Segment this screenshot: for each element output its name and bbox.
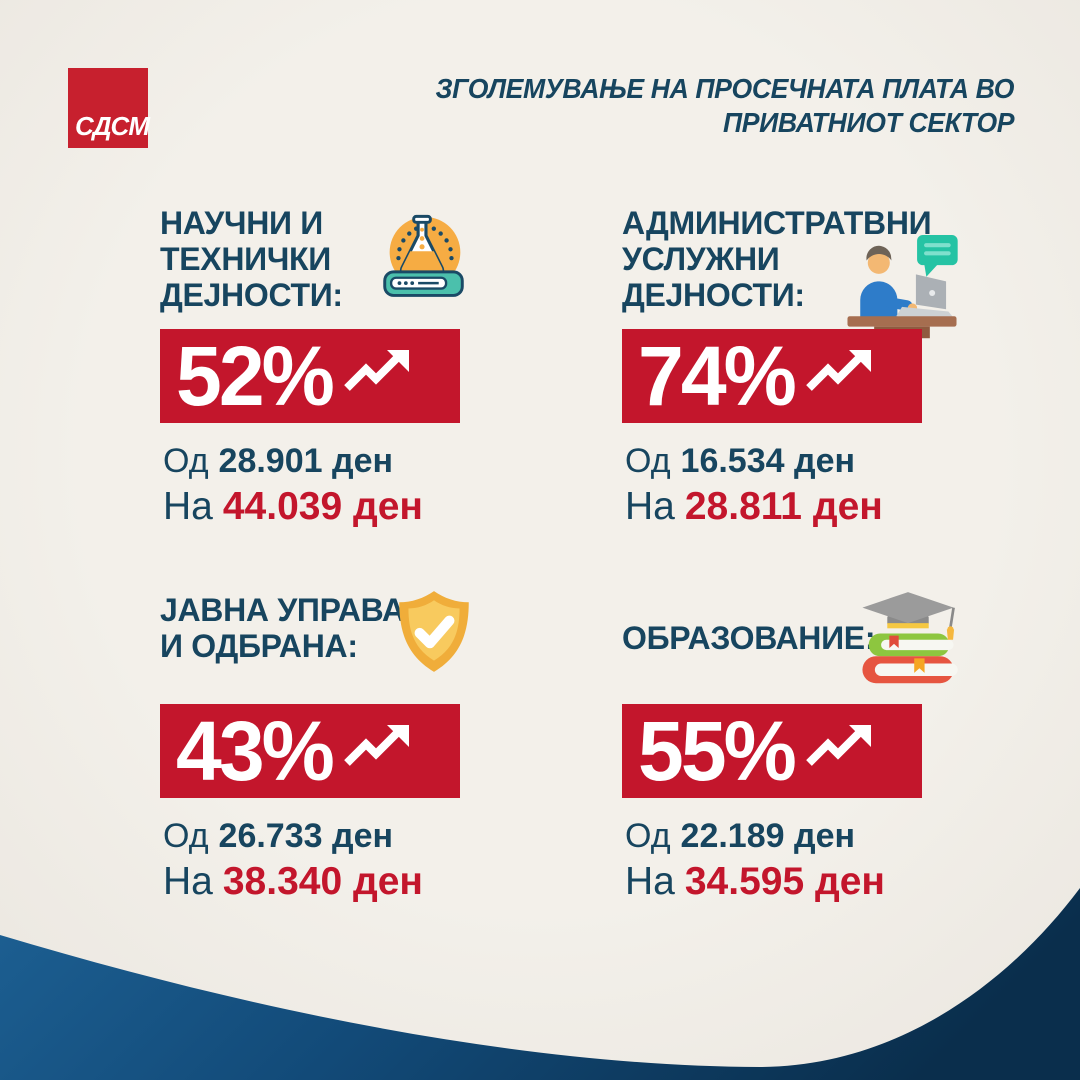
sector-card-public-administration: ЈАВНА УПРАВА И ОДБРАНА: 43% Од 26.733 ден…	[160, 591, 504, 932]
shield-check-icon	[399, 591, 469, 672]
page-title-line1: ЗГОЛЕМУВАЊЕ НА ПРОСЕЧНАТА ПЛАТА ВО	[435, 73, 1014, 104]
salary-to: На 44.039 ден	[163, 484, 423, 528]
salary-from: Од 26.733 ден	[163, 817, 394, 855]
percent-badge: 55%	[622, 704, 922, 798]
salary-from: Од 22.189 ден	[625, 817, 856, 855]
sector-title: ОБРАЗОВАНИЕ:	[622, 620, 876, 656]
sector-card-education: ОБРАЗОВАНИЕ: 55% Од 22.189 ден	[622, 592, 966, 932]
sector-title: ЈАВНА УПРАВА И ОДБРАНА:	[160, 592, 405, 665]
salary-values: Од 26.733 ден На 38.340 ден	[163, 816, 423, 906]
science-flask-book-icon	[383, 214, 464, 297]
graduation-cap-books-icon	[862, 592, 958, 684]
percent-value: 43%	[176, 704, 335, 798]
trend-up-icon	[344, 725, 410, 766]
salary-from: Од 28.901 ден	[163, 442, 394, 480]
salary-to: На 28.811 ден	[625, 484, 883, 528]
salary-to: На 34.595 ден	[625, 859, 885, 903]
percent-value: 52%	[176, 329, 335, 423]
trend-up-icon	[344, 350, 410, 391]
percent-badge: 52%	[160, 329, 460, 423]
sector-title: АДМИНИСТРАТВНИ УСЛУЖНИ ДЕЈНОСТИ:	[622, 205, 932, 314]
sdsm-logo: СДСМ	[68, 68, 150, 148]
page-title: ЗГОЛЕМУВАЊЕ НА ПРОСЕЧНАТА ПЛАТА ВО ПРИВА…	[435, 72, 1014, 139]
salary-values: Од 16.534 ден На 28.811 ден	[625, 441, 883, 531]
trend-up-icon	[806, 725, 872, 766]
percent-badge: 43%	[160, 704, 460, 798]
salary-from: Од 16.534 ден	[625, 442, 856, 480]
sector-title: НАУЧНИ И ТЕХНИЧКИ ДЕЈНОСТИ:	[160, 205, 343, 314]
salary-to: На 38.340 ден	[163, 859, 423, 903]
percent-value: 74%	[638, 329, 797, 423]
sdsm-logo-text: СДСМ	[75, 111, 150, 141]
trend-up-icon	[806, 350, 872, 391]
sector-card-science: НАУЧНИ И ТЕХНИЧКИ ДЕЈНОСТИ: 52%	[160, 205, 504, 545]
percent-badge: 74%	[622, 329, 922, 423]
salary-values: Од 22.189 ден На 34.595 ден	[625, 816, 885, 906]
sector-card-administrative: АДМИНИСТРАТВНИ УСЛУЖНИ ДЕЈНОСТИ: 74%	[622, 205, 966, 545]
footer-wave	[0, 888, 1080, 1080]
percent-value: 55%	[638, 704, 797, 798]
salary-values: Од 28.901 ден На 44.039 ден	[163, 441, 423, 531]
page-title-line2: ПРИВАТНИОТ СЕКТОР	[722, 106, 1015, 138]
office-worker-laptop-icon	[847, 235, 958, 339]
